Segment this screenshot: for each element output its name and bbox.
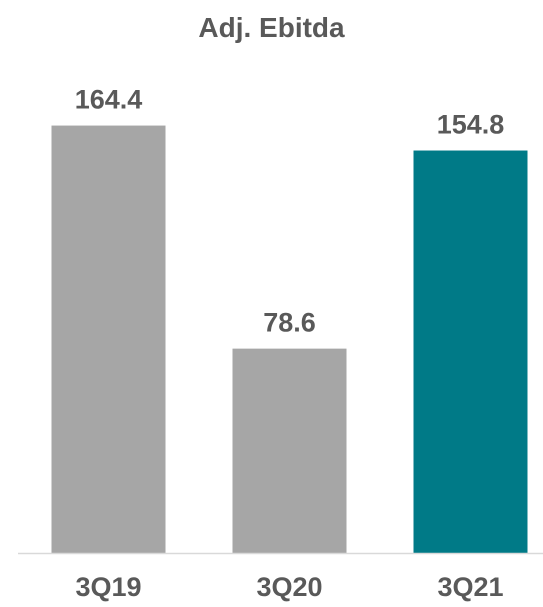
bar-3q20 [232,348,347,553]
tick-label-3q21: 3Q21 [437,572,503,602]
tick-label-3q20: 3Q20 [256,572,322,602]
labels-group: 164.4 3Q19 78.6 3Q20 154.8 3Q21 [75,85,505,602]
bar-3q21 [413,150,528,553]
data-label-3q20: 78.6 [263,308,316,338]
tick-label-3q19: 3Q19 [75,572,141,602]
data-label-3q19: 164.4 [75,85,143,115]
chart-title: Adj. Ebitda [198,12,345,43]
bar-3q19 [51,125,166,553]
bars-group [51,125,528,553]
data-label-3q21: 154.8 [437,110,505,140]
